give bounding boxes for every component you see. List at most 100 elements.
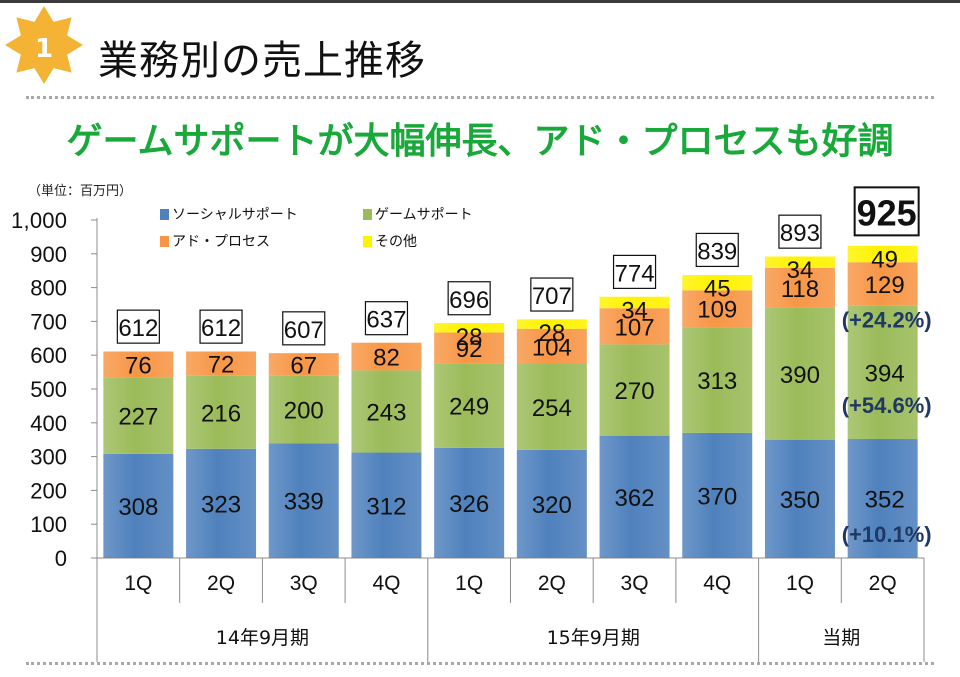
top-border-line [0, 0, 960, 3]
data-label: 104 [532, 334, 572, 361]
total-box [282, 311, 326, 346]
legend-label: ゲームサポート [375, 207, 473, 223]
data-label: 67 [290, 352, 317, 379]
growth-annotation: (+54.6%) [842, 393, 932, 418]
data-label: 200 [284, 398, 324, 425]
headline: ゲームサポートが大幅伸長、アド・プロセスも好調 [66, 121, 894, 162]
data-label: 249 [449, 394, 489, 421]
total-label: 707 [532, 283, 572, 310]
total-box [447, 281, 491, 316]
total-box [199, 309, 243, 344]
total-box [364, 301, 409, 336]
legend-label: アド・プロセス [172, 234, 270, 250]
data-label: 326 [449, 491, 489, 518]
bar-segment-ad-process [186, 351, 257, 376]
bar-segment-other [682, 275, 753, 291]
bar-segment-other [764, 256, 835, 268]
data-label: 390 [780, 362, 820, 389]
x-tick-label: 1Q [455, 572, 483, 595]
data-label: 34 [787, 257, 814, 284]
bar-segment-ad-process [764, 267, 835, 308]
legend-swatch [363, 209, 372, 220]
y-tick-label: 400 [30, 411, 67, 436]
y-tick-label: 200 [30, 478, 67, 503]
data-label: 320 [532, 492, 572, 519]
data-label: 45 [704, 275, 731, 302]
bar-segment-social-support [103, 453, 174, 558]
bar-segment-ad-process [682, 290, 753, 328]
bar-segment-game-support [186, 375, 257, 449]
bar-segment-social-support [186, 448, 257, 558]
bar-segment-ad-process [268, 353, 339, 376]
growth-annotation: (+24.2%) [842, 307, 932, 332]
total-box-current [853, 186, 920, 237]
growth-annotation: (+10.1%) [842, 522, 932, 547]
data-label: 216 [201, 400, 241, 427]
total-label: 774 [615, 260, 655, 287]
group-label: 15年9月期 [547, 627, 640, 649]
data-label: 28 [456, 324, 483, 351]
total-label: 637 [366, 307, 406, 334]
legend-swatch [160, 209, 169, 220]
data-label: 72 [208, 352, 235, 379]
total-label: 696 [449, 287, 489, 314]
unit-label: （単位：百万円） [28, 184, 133, 199]
group-label: 14年9月期 [216, 627, 309, 649]
data-label: 109 [697, 297, 737, 324]
bar-segment-game-support [764, 307, 835, 440]
data-label: 323 [201, 491, 241, 518]
data-label: 227 [118, 404, 158, 431]
total-label: 839 [697, 238, 737, 265]
x-tick-label: 3Q [621, 572, 649, 595]
bar-segment-game-support [599, 344, 670, 436]
legend-label: その他 [375, 234, 417, 250]
total-box [612, 254, 657, 289]
data-label: 28 [538, 320, 565, 347]
bar-segment-ad-process [599, 308, 670, 345]
bar-segment-social-support [516, 449, 587, 558]
data-label: 362 [615, 485, 655, 512]
bar-segment-social-support [682, 432, 753, 558]
y-tick-label: 900 [30, 242, 67, 267]
bar-segment-social-support [847, 439, 918, 558]
bar-segment-game-support [103, 377, 174, 454]
total-box [778, 214, 822, 249]
data-label: 254 [532, 395, 572, 422]
legend-label: ソーシャルサポート [172, 207, 298, 223]
bar-segment-game-support [268, 375, 339, 444]
bar-segment-ad-process [351, 342, 422, 371]
legend-swatch [363, 236, 372, 247]
data-label: 270 [615, 378, 655, 405]
x-tick-label: 1Q [124, 572, 152, 595]
data-label: 352 [865, 487, 905, 514]
bar-segment-social-support [434, 447, 505, 558]
y-tick-label: 700 [30, 309, 67, 334]
total-label: 893 [780, 220, 820, 247]
section-badge: 1 [2, 5, 86, 85]
data-label: 118 [781, 276, 819, 303]
bar-segment-ad-process [103, 351, 174, 378]
bar-segment-game-support [516, 363, 587, 450]
x-tick-label: 3Q [290, 572, 318, 595]
bar-segment-ad-process [434, 332, 505, 364]
bar-segment-ad-process [516, 328, 587, 364]
x-tick-label: 2Q [207, 572, 235, 595]
data-label: 49 [871, 246, 898, 273]
y-tick-label: 500 [30, 377, 67, 402]
data-label: 92 [456, 336, 483, 363]
data-label: 82 [373, 345, 400, 372]
y-tick-label: 1,000 [11, 208, 67, 233]
bar-segment-social-support [268, 443, 339, 558]
bar-segment-social-support [764, 439, 835, 558]
bar-segment-social-support [599, 435, 670, 558]
bar-segment-game-support [351, 370, 422, 453]
total-box [695, 232, 739, 268]
data-label: 313 [697, 368, 737, 395]
total-label: 607 [284, 317, 324, 344]
x-tick-label: 4Q [703, 572, 731, 595]
bar-segment-other [847, 245, 918, 263]
bar-segment-other [516, 319, 587, 329]
data-label: 243 [366, 399, 406, 426]
data-label: 312 [366, 493, 406, 520]
